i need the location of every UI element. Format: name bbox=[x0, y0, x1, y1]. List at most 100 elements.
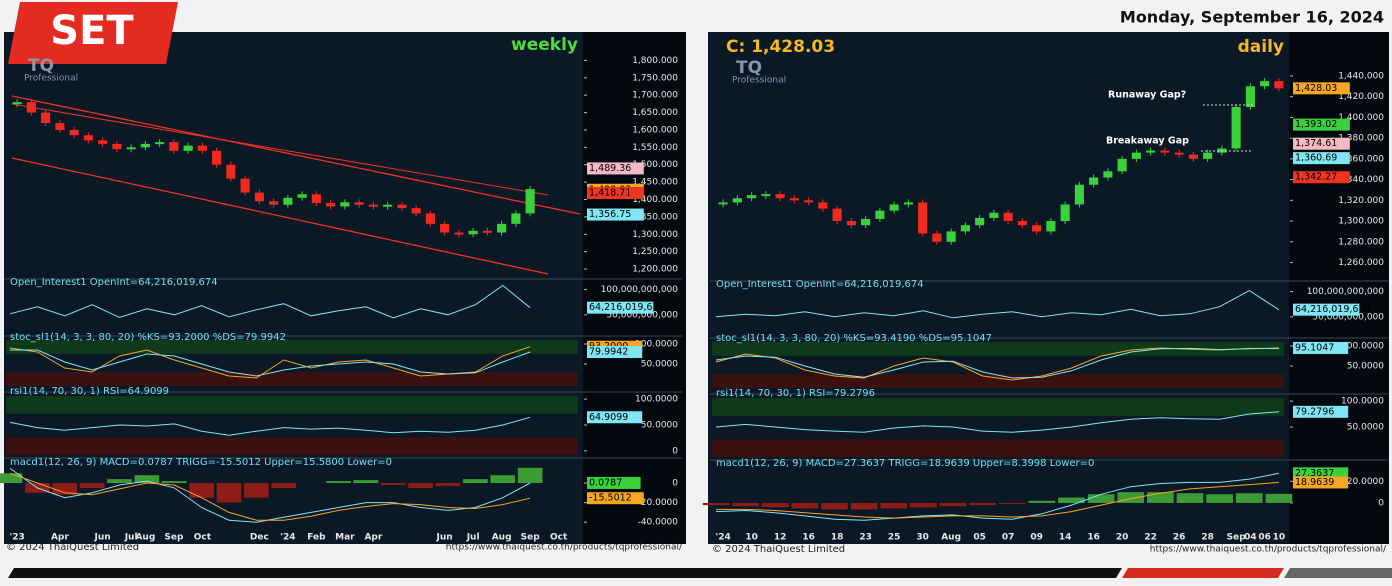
value-box-label: 1,428.03 bbox=[1295, 83, 1337, 94]
x-tick-label: Aug bbox=[941, 533, 961, 543]
x-tick-label: 20 bbox=[1116, 533, 1129, 543]
histogram-bar bbox=[791, 502, 819, 509]
y-tick-label: 1,350.000 bbox=[632, 212, 678, 222]
x-tick-label: 09 bbox=[1030, 533, 1043, 543]
x-tick-label: '24 bbox=[715, 533, 730, 543]
candle bbox=[140, 143, 150, 148]
x-tick-label: Jun bbox=[436, 533, 453, 543]
x-tick-label: Sep bbox=[521, 533, 541, 543]
candle bbox=[1103, 171, 1113, 178]
copyright: © 2024 ThaiQuest Limited bbox=[6, 542, 139, 553]
candle bbox=[26, 102, 36, 113]
histogram-bar bbox=[463, 479, 488, 484]
x-tick-label: Aug bbox=[492, 533, 512, 543]
y-tick-label: 50,000,000,000 bbox=[1312, 312, 1384, 322]
x-tick-label: 30 bbox=[916, 533, 929, 543]
value-box bbox=[587, 208, 644, 221]
candle bbox=[1117, 158, 1127, 172]
stripe bbox=[1122, 568, 1284, 578]
indicator-title: Open_Interest1 OpenInt=64,216,019,674 bbox=[716, 279, 924, 290]
y-tick-label: -40.0000 bbox=[638, 518, 679, 528]
histogram-bar bbox=[998, 502, 1026, 505]
indicator-title: Open_Interest1 OpenInt=64,216,019,674 bbox=[10, 277, 218, 288]
candle bbox=[326, 202, 336, 207]
x-tick-label: 10 bbox=[745, 533, 758, 543]
histogram-bar bbox=[107, 479, 132, 484]
indicator-line bbox=[715, 472, 1279, 521]
value-box bbox=[587, 411, 643, 424]
value-box bbox=[1293, 467, 1349, 480]
candle bbox=[69, 129, 79, 136]
x-tick-label: Sep bbox=[164, 533, 184, 543]
x-tick-label: 22 bbox=[1144, 533, 1157, 543]
value-box-label: 64,216,019,674 bbox=[589, 302, 665, 313]
value-box bbox=[1293, 341, 1349, 354]
candle bbox=[1131, 152, 1141, 159]
y-tick-label: 1,300.000 bbox=[632, 230, 678, 240]
y-tick-label: 100.0000 bbox=[1341, 397, 1384, 407]
candle bbox=[511, 213, 521, 224]
y-tick-label: 1,320.000 bbox=[1338, 196, 1384, 206]
y-tick-label: 1,700.000 bbox=[632, 91, 678, 101]
indicator-title: rsi1(14, 70, 30, 1) RSI=64.9099 bbox=[10, 386, 169, 397]
histogram-bar bbox=[969, 502, 996, 506]
candle bbox=[83, 135, 93, 141]
y-tick-label: 20.0000 bbox=[1347, 477, 1384, 487]
watermark-tagline: Professional bbox=[24, 74, 78, 84]
watermark-brand: TQ bbox=[736, 58, 762, 78]
x-tick-label: Mar bbox=[335, 533, 355, 543]
y-tick-label: 50.0000 bbox=[1347, 362, 1384, 372]
value-box bbox=[587, 346, 643, 359]
candle bbox=[226, 164, 236, 179]
histogram-bar bbox=[189, 483, 214, 498]
histogram-bar bbox=[408, 483, 433, 488]
candle bbox=[1003, 212, 1013, 222]
stripe bbox=[1284, 568, 1392, 578]
candle bbox=[169, 142, 179, 151]
candle bbox=[411, 208, 421, 214]
weekly-axis bbox=[583, 32, 686, 544]
y-tick-label: 1,450.000 bbox=[632, 178, 678, 188]
candle bbox=[1274, 81, 1284, 89]
candle bbox=[732, 198, 742, 203]
value-box-label: 0.0787 bbox=[589, 477, 622, 488]
y-tick-label: 100.0000 bbox=[635, 395, 678, 405]
url: https://www.thaiquest.co.th/products/tqp… bbox=[446, 543, 683, 553]
x-tick-label: 16 bbox=[1087, 533, 1100, 543]
close-label: C: 1,428.03 bbox=[726, 37, 835, 57]
indicator-title: macd1(12, 26, 9) MACD=27.3637 TRIGG=18.9… bbox=[716, 458, 1094, 469]
value-box-label: 1,489.36 bbox=[589, 163, 631, 174]
value-box-label: 1,393.02 bbox=[1295, 119, 1337, 130]
indicator-line bbox=[10, 349, 531, 377]
candle bbox=[1046, 221, 1056, 232]
histogram-bar bbox=[216, 483, 242, 503]
x-tick-label: Oct bbox=[194, 533, 212, 543]
value-box-label: 95.1047 bbox=[1295, 342, 1334, 353]
y-tick-label: 1,600.000 bbox=[632, 125, 678, 135]
date: Monday, September 16, 2024 bbox=[1120, 8, 1384, 27]
value-box bbox=[1293, 476, 1349, 489]
indicator-line bbox=[716, 481, 1279, 519]
trendline bbox=[11, 95, 581, 215]
indicator-line bbox=[9, 284, 531, 319]
histogram-bar bbox=[517, 467, 543, 484]
y-tick-label: 1,440.000 bbox=[1338, 71, 1384, 81]
y-tick-label: 100,000,000,000 bbox=[601, 285, 679, 295]
candle bbox=[425, 213, 435, 224]
histogram-bar bbox=[1087, 494, 1115, 503]
candle bbox=[197, 145, 207, 151]
candle bbox=[1174, 152, 1184, 155]
candle bbox=[1146, 150, 1156, 153]
value-box bbox=[587, 301, 654, 314]
candle bbox=[525, 189, 535, 214]
candle bbox=[240, 178, 250, 193]
x-tick-label: Jul bbox=[466, 533, 480, 543]
overbought-zone bbox=[712, 342, 1284, 356]
candle bbox=[1060, 204, 1070, 222]
candle bbox=[311, 194, 321, 203]
indicator-title: stoc_sl1(14, 3, 3, 80, 20) %KS=93.4190 %… bbox=[716, 333, 992, 344]
candle bbox=[1089, 177, 1099, 185]
x-tick-label: 07 bbox=[1002, 533, 1015, 543]
candle bbox=[960, 225, 970, 232]
